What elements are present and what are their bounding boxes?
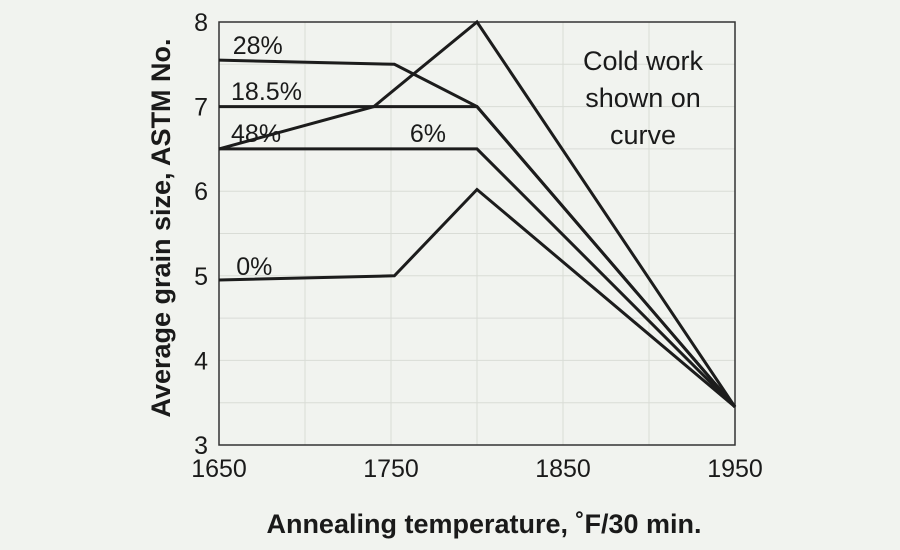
y-tick-label: 4 (194, 347, 208, 375)
series-lines (218, 19, 737, 409)
series-line (218, 19, 737, 408)
annotation: Cold work shown on curve (583, 46, 704, 150)
series-line (219, 105, 737, 408)
series-label: 18.5% (231, 78, 302, 106)
annotation-line-1: Cold work (583, 46, 704, 76)
x-tick-label: 1950 (707, 455, 763, 483)
series-label: 28% (233, 32, 283, 60)
x-tick-label: 1750 (363, 455, 419, 483)
series-label: 0% (236, 253, 272, 281)
annotation-line-3: curve (610, 120, 676, 150)
y-tick-label: 3 (194, 432, 208, 460)
y-tick-label: 6 (194, 178, 208, 206)
x-tick-label: 1650 (191, 455, 247, 483)
tick-labels: 1650 1750 1850 1950 3 4 5 6 7 8 (191, 9, 763, 483)
x-axis-title: Annealing temperature, ˚F/30 min. (266, 509, 701, 539)
y-axis-title: Average grain size, ASTM No. (146, 38, 176, 417)
y-tick-label: 7 (194, 94, 208, 122)
series-label: 6% (410, 120, 446, 148)
series-line (219, 147, 737, 408)
y-tick-label: 5 (194, 263, 208, 291)
series-labels: 28% 18.5% 48% 6% 0% (231, 32, 446, 281)
x-tick-label: 1850 (535, 455, 591, 483)
series-label: 48% (231, 120, 281, 148)
series-line (218, 187, 736, 409)
annotation-line-2: shown on (585, 83, 701, 113)
y-tick-label: 8 (194, 9, 208, 37)
